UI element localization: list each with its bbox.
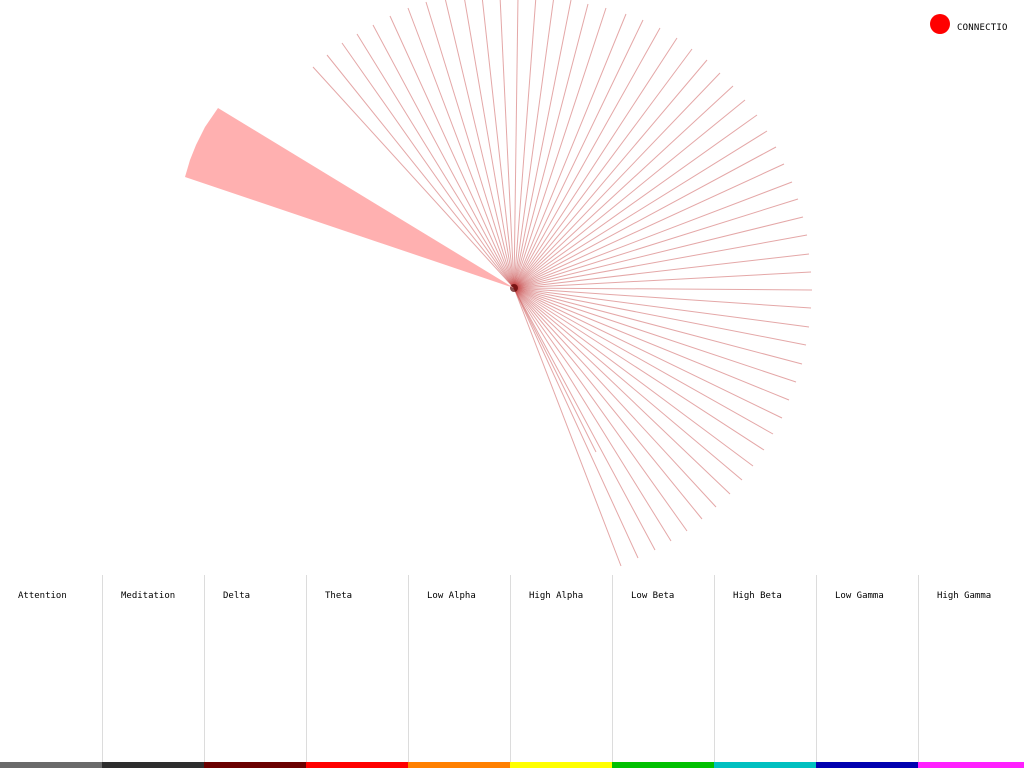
radial-line [513,99,746,289]
band-label: Delta [223,591,251,601]
band-color-bar [816,762,918,768]
radial-line [513,287,639,559]
radial-line [513,181,793,289]
band-color-bar [408,762,510,768]
band-theta: Theta [306,575,408,768]
band-color-bar [918,762,1024,768]
radial-line [513,37,678,289]
radial-line [513,287,807,346]
band-label: Low Alpha [427,591,476,601]
radial-line [513,59,708,289]
band-color-bar [714,762,816,768]
band-high-beta: High Beta [714,575,816,768]
band-label: Low Gamma [835,591,884,601]
radial-line [513,0,572,289]
radial-line [326,54,515,289]
radial-line [513,198,799,289]
band-color-bar [612,762,714,768]
radial-line [513,7,607,289]
band-label: Theta [325,591,353,601]
radial-line [513,287,622,567]
radial-line [513,0,537,289]
connection-status: CONNECTIO [930,13,1008,35]
radial-line [499,0,515,289]
radial-line [513,0,519,289]
band-low-gamma: Low Gamma [816,575,918,768]
radial-line [513,216,804,289]
band-label: High Beta [733,591,782,601]
radial-line [513,287,672,542]
radial-line [513,3,589,289]
radial-line [513,287,717,508]
band-attention: Attention [0,575,102,768]
radial-line [513,114,758,289]
radial-line [513,287,812,309]
radial-line [513,85,734,289]
radial-line [407,7,515,289]
band-label: High Gamma [937,591,992,601]
radial-line [513,287,731,495]
band-label: Low Beta [631,591,675,601]
radial-line [425,1,515,289]
band-label: Attention [18,591,67,601]
radial-line [444,0,515,289]
radial-line [513,130,768,289]
band-panel: Attention Meditation Delta Theta Low Alp… [0,575,1024,768]
radial-line [513,163,785,289]
radial-line [513,287,803,365]
band-color-bar [204,762,306,768]
radial-line [513,287,790,401]
band-label: High Alpha [529,591,584,601]
radial-line [513,287,597,453]
band-color-bar [306,762,408,768]
radial-line [513,146,777,289]
radial-line [513,287,688,532]
band-high-alpha: High Alpha [510,575,612,768]
radial-line [513,13,627,289]
attention-wedge [185,108,514,288]
radial-line [513,287,774,435]
radial-line [513,19,644,289]
band-color-bar [510,762,612,768]
brainwave-radial-visualization [185,0,813,567]
radial-line [513,287,743,481]
radial-line [356,33,515,289]
radial-line [513,271,812,289]
radial-line [513,48,693,289]
radial-line [513,287,656,551]
band-low-beta: Low Beta [612,575,714,768]
band-high-gamma: High Gamma [918,575,1024,768]
radial-line [513,287,813,291]
radial-line [513,287,754,467]
radial-line [513,27,661,289]
band-delta: Delta [204,575,306,768]
radial-line [312,66,515,289]
radial-line [513,0,554,289]
band-low-alpha: Low Alpha [408,575,510,768]
radial-line [513,253,810,289]
radial-line [513,234,808,289]
band-color-bar [0,762,102,768]
radial-line [513,72,721,289]
band-label: Meditation [121,591,176,601]
radial-line [513,287,783,419]
radial-lines [312,0,813,567]
band-color-bar [102,762,204,768]
radial-line [513,287,765,451]
radial-line [464,0,515,289]
radial-line [389,15,515,289]
radial-line [513,287,797,383]
radial-line [372,24,515,289]
radial-line [341,42,515,289]
radial-line [481,0,515,289]
connection-indicator-icon [930,14,950,34]
radial-line [513,287,810,328]
radial-line [513,287,703,520]
connection-status-label: CONNECTIO [957,22,1008,33]
band-meditation: Meditation [102,575,204,768]
